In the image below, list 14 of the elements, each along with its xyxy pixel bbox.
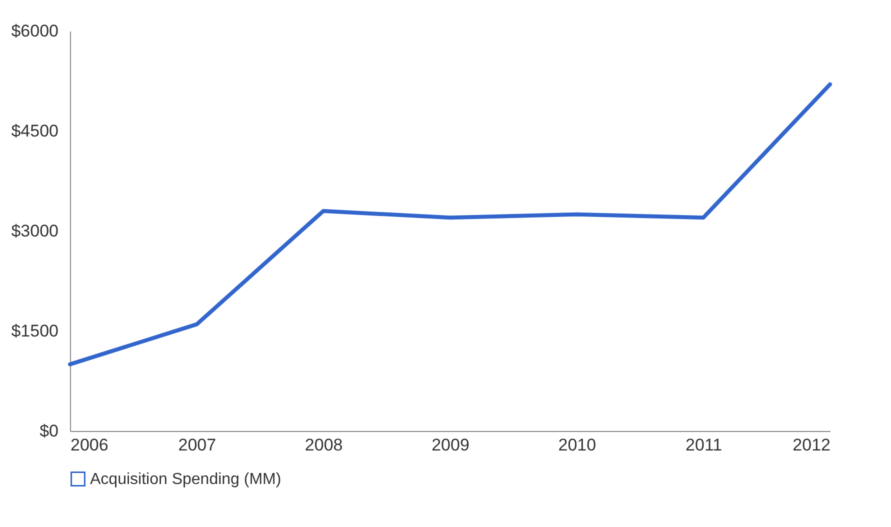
x-tick-label: 2008	[304, 436, 343, 454]
line-series	[68, 82, 832, 366]
x-tick-label: 2009	[432, 436, 470, 454]
y-tick-label: $6000	[11, 22, 58, 40]
x-tick-label: 2006	[70, 436, 108, 454]
y-tick-label: $1500	[11, 322, 58, 340]
y-tick-label: $3000	[11, 222, 58, 240]
legend-label: Acquisition Spending (MM)	[90, 471, 282, 488]
x-tick-label: 2010	[558, 436, 596, 454]
x-tick-label: 2011	[686, 436, 722, 454]
y-tick-label: $0	[40, 422, 58, 440]
y-tick-label: $4500	[11, 122, 58, 140]
x-tick-label: 2007	[178, 436, 216, 454]
x-tick-label: 2012	[792, 436, 830, 454]
